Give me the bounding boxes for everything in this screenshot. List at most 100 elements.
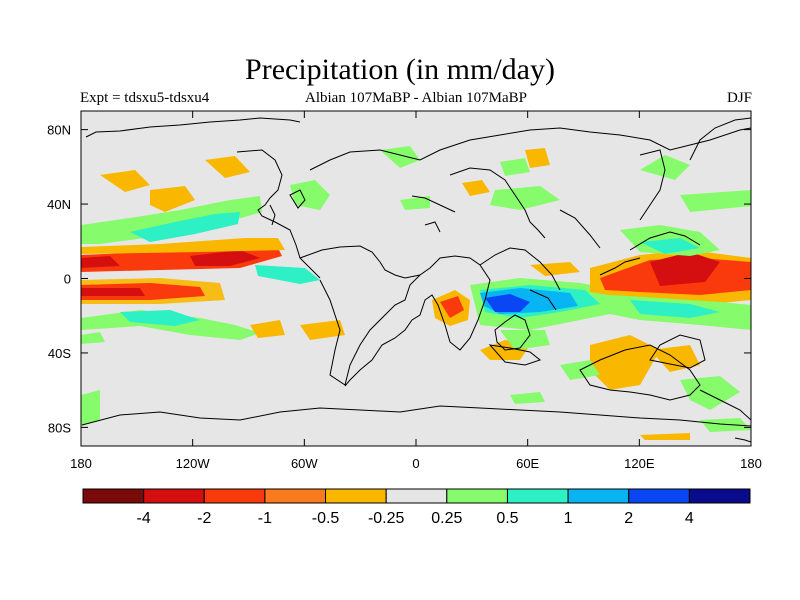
y-tick-label: 0 [64,272,71,287]
anomaly-patch [500,158,530,176]
colorbar-label: -2 [197,510,211,527]
season-label: DJF [726,90,752,106]
coastline [494,314,531,351]
coastline [85,117,301,138]
anomaly-patch [290,180,330,210]
period-label: Albian 107MaBP - Albian 107MaBP [305,90,527,106]
coastline [689,117,751,161]
coastlines [81,117,751,443]
coastline [599,257,641,276]
precipitation-field [81,146,751,440]
anomaly-patch [81,390,100,426]
anomaly-patch [130,212,240,242]
anomaly-patch [81,238,285,254]
chart-title: Precipitation (in mm/day) [245,53,555,86]
coastline [289,189,306,209]
anomaly-patch [640,155,690,180]
anomaly-patch [150,186,195,212]
anomaly-patch [462,180,490,196]
coastline [379,261,421,279]
colorbar-label: -1 [258,510,272,527]
anomaly-patch [300,320,345,340]
coastline [699,389,751,421]
anomaly-patch [490,186,560,210]
colorbar-label: 1 [564,510,573,527]
coastline [734,437,751,443]
y-tick-label: 40S [48,346,71,361]
coastline [81,405,751,427]
colorbar-swatch [446,488,508,504]
experiment-label: Expt = tdsxu5-tdsxu4 [80,90,210,106]
coastline [411,195,456,213]
colorbar-swatch [567,488,630,504]
colorbar-swatch [385,488,448,504]
colorbar-swatch [506,488,569,504]
coastline [488,344,542,366]
anomaly-patch [81,256,120,268]
anomaly-patch [250,320,285,338]
colorbar-swatch [203,488,266,504]
colorbar-swatch [628,488,690,504]
x-tick-label: 120W [176,456,211,471]
x-tick-label: 60W [291,456,318,471]
coastline [269,204,276,226]
anomaly-patch [650,252,720,286]
coastline [649,334,706,369]
coastline [529,289,557,311]
anomaly-patch [530,262,580,276]
tick-marks [80,111,752,446]
anomaly-patch [640,238,700,254]
x-tick-label: 0 [412,456,419,471]
x-tick-label: 60E [516,456,539,471]
anomaly-patch [680,190,751,212]
colorbar-swatch [325,488,387,504]
anomaly-patch [500,330,550,350]
x-tick-label: 180 [740,456,762,471]
coastline [449,167,546,239]
colorbar-swatch [264,488,327,504]
coastline [559,209,601,249]
anomaly-patch [120,310,200,326]
colorbar-label: 2 [624,510,633,527]
y-tick-label: 80N [47,123,71,138]
coastline [319,255,491,387]
anomaly-patch [81,196,262,244]
colorbar-label: 0.5 [496,510,518,527]
x-tick-label: 120E [624,456,655,471]
colorbar-swatch [82,488,145,504]
colorbar-swatch [688,488,751,504]
anomaly-patch [400,196,430,210]
coastline [629,231,701,251]
anomaly-patch [255,265,320,284]
colorbar-label: -4 [137,510,151,527]
anomaly-patch [630,300,720,318]
anomaly-patch [590,335,660,390]
anomaly-patch [525,148,550,168]
coastline [424,221,441,233]
colorbar-swatch [143,488,205,504]
colorbar: -4 -2 -1 -0.5 -0.25 0.25 0.5 1 2 4 [82,488,751,527]
colorbar-label: -0.5 [312,510,340,527]
coastline [309,127,751,171]
anomaly-patch [640,433,690,440]
coastline [639,149,666,221]
coastline [579,344,701,401]
anomaly-patch [380,146,420,168]
y-tick-label: 40N [47,197,71,212]
anomaly-patch [100,170,150,192]
coastline [479,247,561,291]
anomaly-patch [190,250,260,266]
y-tick-label: 80S [48,420,71,435]
colorbar-label: -0.25 [368,510,405,527]
anomaly-patch [680,376,740,410]
tick-labels: 180 120W 60W 0 60E 120E 180 80N 40N 0 40S 80S [47,123,762,471]
coastline [299,245,381,263]
anomaly-patch [81,288,145,296]
anomaly-patch [700,418,751,432]
anomaly-patch [485,294,530,312]
coastline [236,149,321,279]
colorbar-label: 4 [685,510,694,527]
anomaly-patch [510,392,545,404]
